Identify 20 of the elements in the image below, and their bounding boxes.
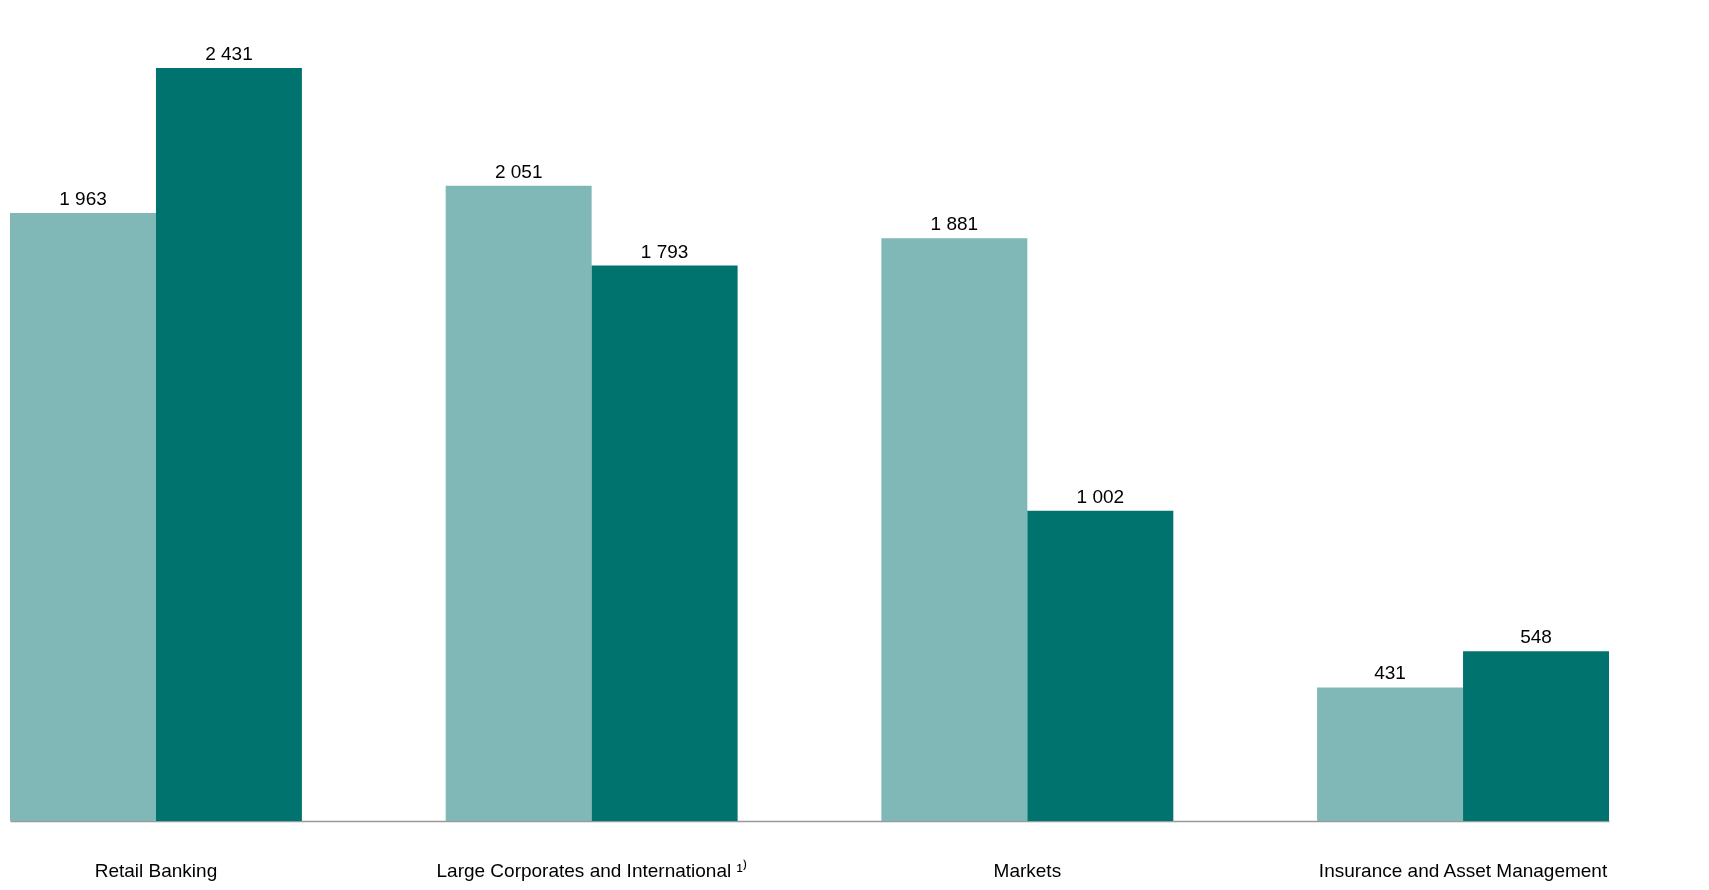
bar <box>1463 651 1609 821</box>
x-tick-label: Large Corporates and International ¹⁾ <box>436 858 747 881</box>
data-label: 431 <box>1374 662 1406 684</box>
data-label: 1 793 <box>640 240 689 262</box>
bar <box>10 212 156 821</box>
bar <box>881 238 1028 821</box>
data-label: 1 002 <box>1076 485 1125 507</box>
bar <box>1027 510 1174 821</box>
data-label: 548 <box>1520 626 1552 648</box>
data-label: 2 051 <box>494 160 543 182</box>
data-label: 1 963 <box>59 187 107 209</box>
x-tick-label: Retail Banking <box>94 859 218 881</box>
bar <box>591 265 738 821</box>
x-tick-label: Markets <box>993 859 1062 881</box>
x-tick-label: Insurance and Asset Management <box>1318 859 1608 881</box>
bar <box>155 68 302 821</box>
data-label: 1 881 <box>930 213 979 235</box>
bar <box>445 185 592 821</box>
bar <box>1317 687 1464 821</box>
data-label: 2 431 <box>205 43 253 64</box>
